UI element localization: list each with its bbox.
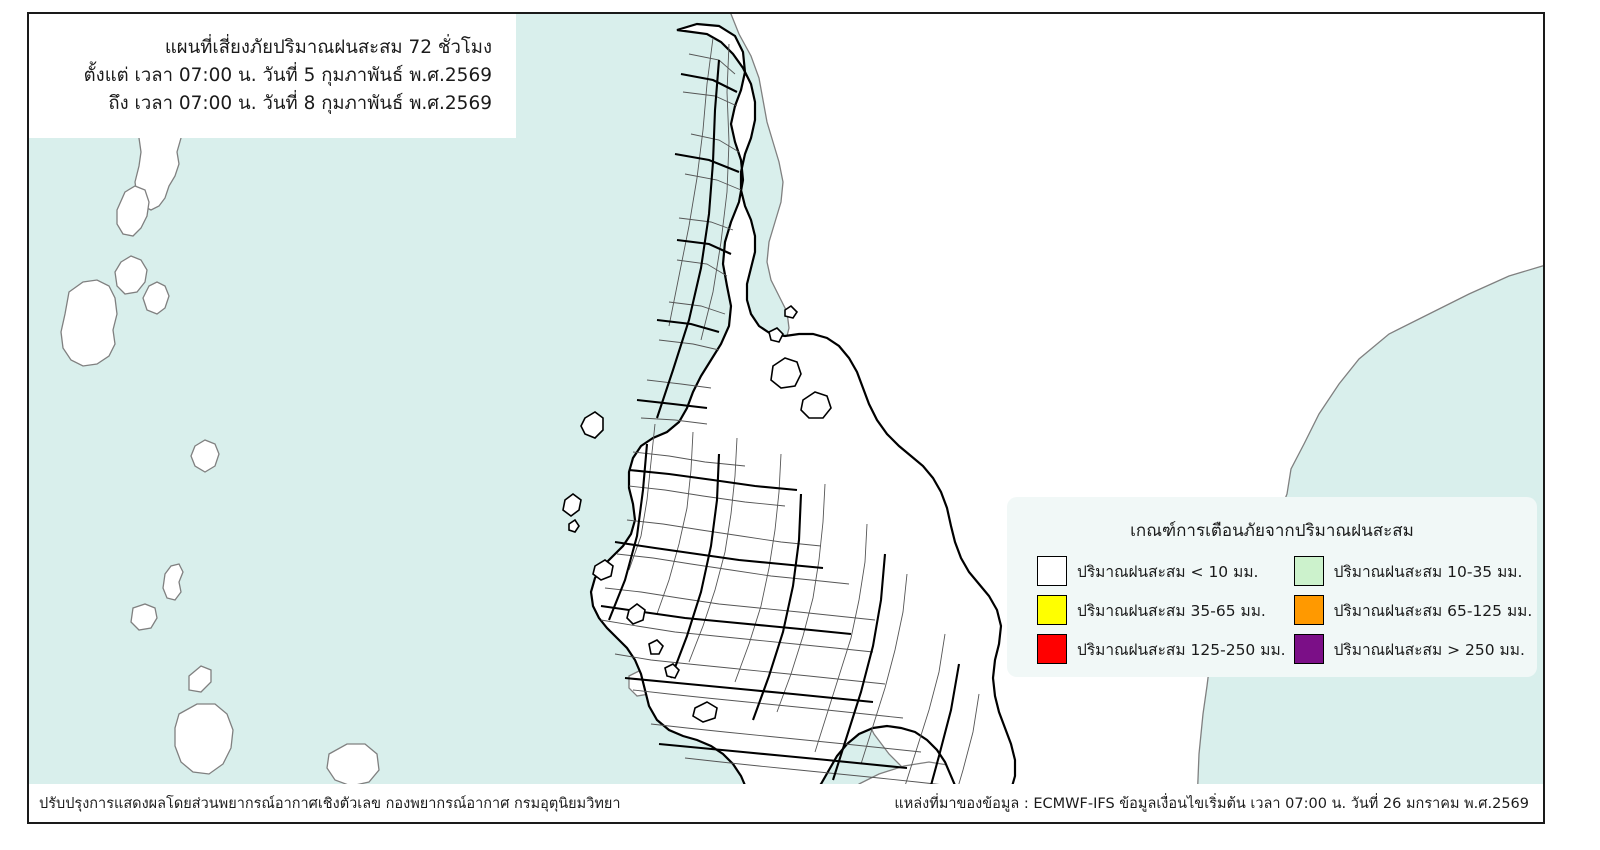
title-line-2: ตั้งแต่ เวลา 07:00 น. วันที่ 5 กุมภาพันธ…: [83, 64, 492, 86]
legend-label-125-250: ปริมาณฝนสะสม 125-250 มม.: [1077, 640, 1286, 659]
legend-items: ปริมาณฝนสะสม < 10 มม. ปริมาณฝนสะสม 10-35…: [1025, 556, 1532, 664]
title-line-1: แผนที่เสี่ยงภัยปริมาณฝนสะสม 72 ชั่วโมง: [164, 36, 492, 58]
legend-swatch-125-250: [1037, 634, 1067, 664]
legend-item-125-250: ปริมาณฝนสะสม 125-250 มม.: [1037, 634, 1286, 664]
legend-label-35-65: ปริมาณฝนสะสม 35-65 มม.: [1077, 601, 1266, 620]
footer-strip: ปรับปรุงการแสดงผลโดยส่วนพยากรณ์อากาศเชิง…: [29, 784, 1543, 822]
legend-item-65-125: ปริมาณฝนสะสม 65-125 มม.: [1293, 595, 1533, 625]
thailand-provinces: [562, 22, 1017, 820]
legend-panel: เกณฑ์การเตือนภัยจากปริมาณฝนสะสม ปริมาณฝน…: [1007, 497, 1537, 677]
gulf-island-c: [326, 743, 380, 787]
legend-swatch-65-125: [1293, 595, 1324, 625]
legend-swatch-gt-250: [1293, 634, 1324, 664]
legend-label-65-125: ปริมาณฝนสะสม 65-125 มม.: [1333, 601, 1533, 620]
legend-item-35-65: ปริมาณฝนสะสม 35-65 มม.: [1037, 595, 1286, 625]
nicobar-island-large: [60, 279, 118, 367]
legend-item-gt-250: ปริมาณฝนสะสม > 250 มม.: [1293, 634, 1533, 664]
legend-label-lt-10: ปริมาณฝนสะสม < 10 มม.: [1077, 562, 1259, 581]
district-boundaries: [600, 37, 980, 807]
legend-title: เกณฑ์การเตือนภัยจากปริมาณฝนสะสม: [1130, 521, 1414, 541]
legend-item-lt-10: ปริมาณฝนสะสม < 10 มม.: [1037, 556, 1286, 586]
nicobar-islet-d: [130, 603, 158, 631]
map-frame: แผนที่เสี่ยงภัยปริมาณฝนสะสม 72 ชั่วโมง ต…: [27, 12, 1545, 824]
andaman-island-mid: [116, 185, 150, 237]
gulf-side-islands: [768, 304, 832, 419]
great-nicobar-island: [174, 703, 234, 775]
west-coast-islands: [562, 411, 718, 723]
legend-swatch-10-35: [1293, 556, 1324, 586]
footer-credit-text: ปรับปรุงการแสดงผลโดยส่วนพยากรณ์อากาศเชิง…: [39, 795, 621, 812]
legend-swatch-35-65: [1037, 595, 1067, 625]
map-canvas: [29, 14, 1543, 822]
nicobar-islet-b: [190, 439, 220, 473]
map-svg: [29, 14, 1543, 822]
nicobar-islet-c: [162, 563, 184, 601]
legend-label-10-35: ปริมาณฝนสะสม 10-35 มม.: [1333, 562, 1523, 581]
andaman-islet-a: [142, 281, 170, 315]
legend-item-10-35: ปริมาณฝนสะสม 10-35 มม.: [1293, 556, 1533, 586]
footer-source-text: แหล่งที่มาของข้อมูล : ECMWF-IFS ข้อมูลเง…: [894, 795, 1529, 812]
legend-swatch-lt-10: [1037, 556, 1067, 586]
title-line-3: ถึง เวลา 07:00 น. วันที่ 8 กุมภาพันธ์ พ.…: [108, 93, 492, 115]
nicobar-islet-e: [188, 665, 212, 693]
andaman-island-south: [114, 255, 148, 295]
map-title-panel: แผนที่เสี่ยงภัยปริมาณฝนสะสม 72 ชั่วโมง ต…: [29, 14, 516, 138]
legend-label-gt-250: ปริมาณฝนสะสม > 250 มม.: [1333, 640, 1525, 659]
